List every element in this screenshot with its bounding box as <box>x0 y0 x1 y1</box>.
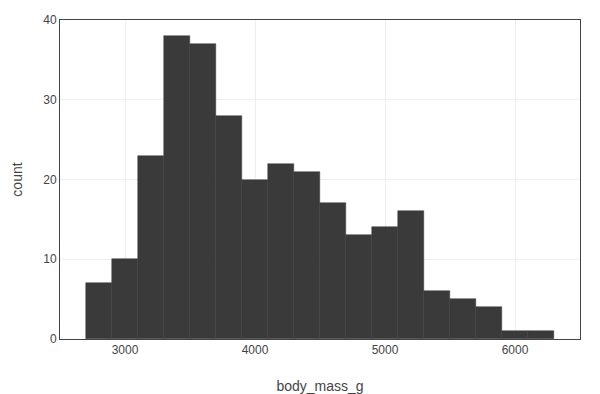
svg-text:3000: 3000 <box>112 343 139 357</box>
svg-text:6000: 6000 <box>502 343 529 357</box>
svg-text:5000: 5000 <box>372 343 399 357</box>
svg-text:10: 10 <box>43 252 57 266</box>
svg-text:0: 0 <box>50 332 57 346</box>
svg-text:20: 20 <box>43 173 57 187</box>
svg-text:count: count <box>9 162 25 196</box>
svg-text:30: 30 <box>43 93 57 107</box>
svg-text:40: 40 <box>43 13 57 27</box>
svg-text:4000: 4000 <box>242 343 269 357</box>
svg-text:body_mass_g: body_mass_g <box>276 378 363 394</box>
